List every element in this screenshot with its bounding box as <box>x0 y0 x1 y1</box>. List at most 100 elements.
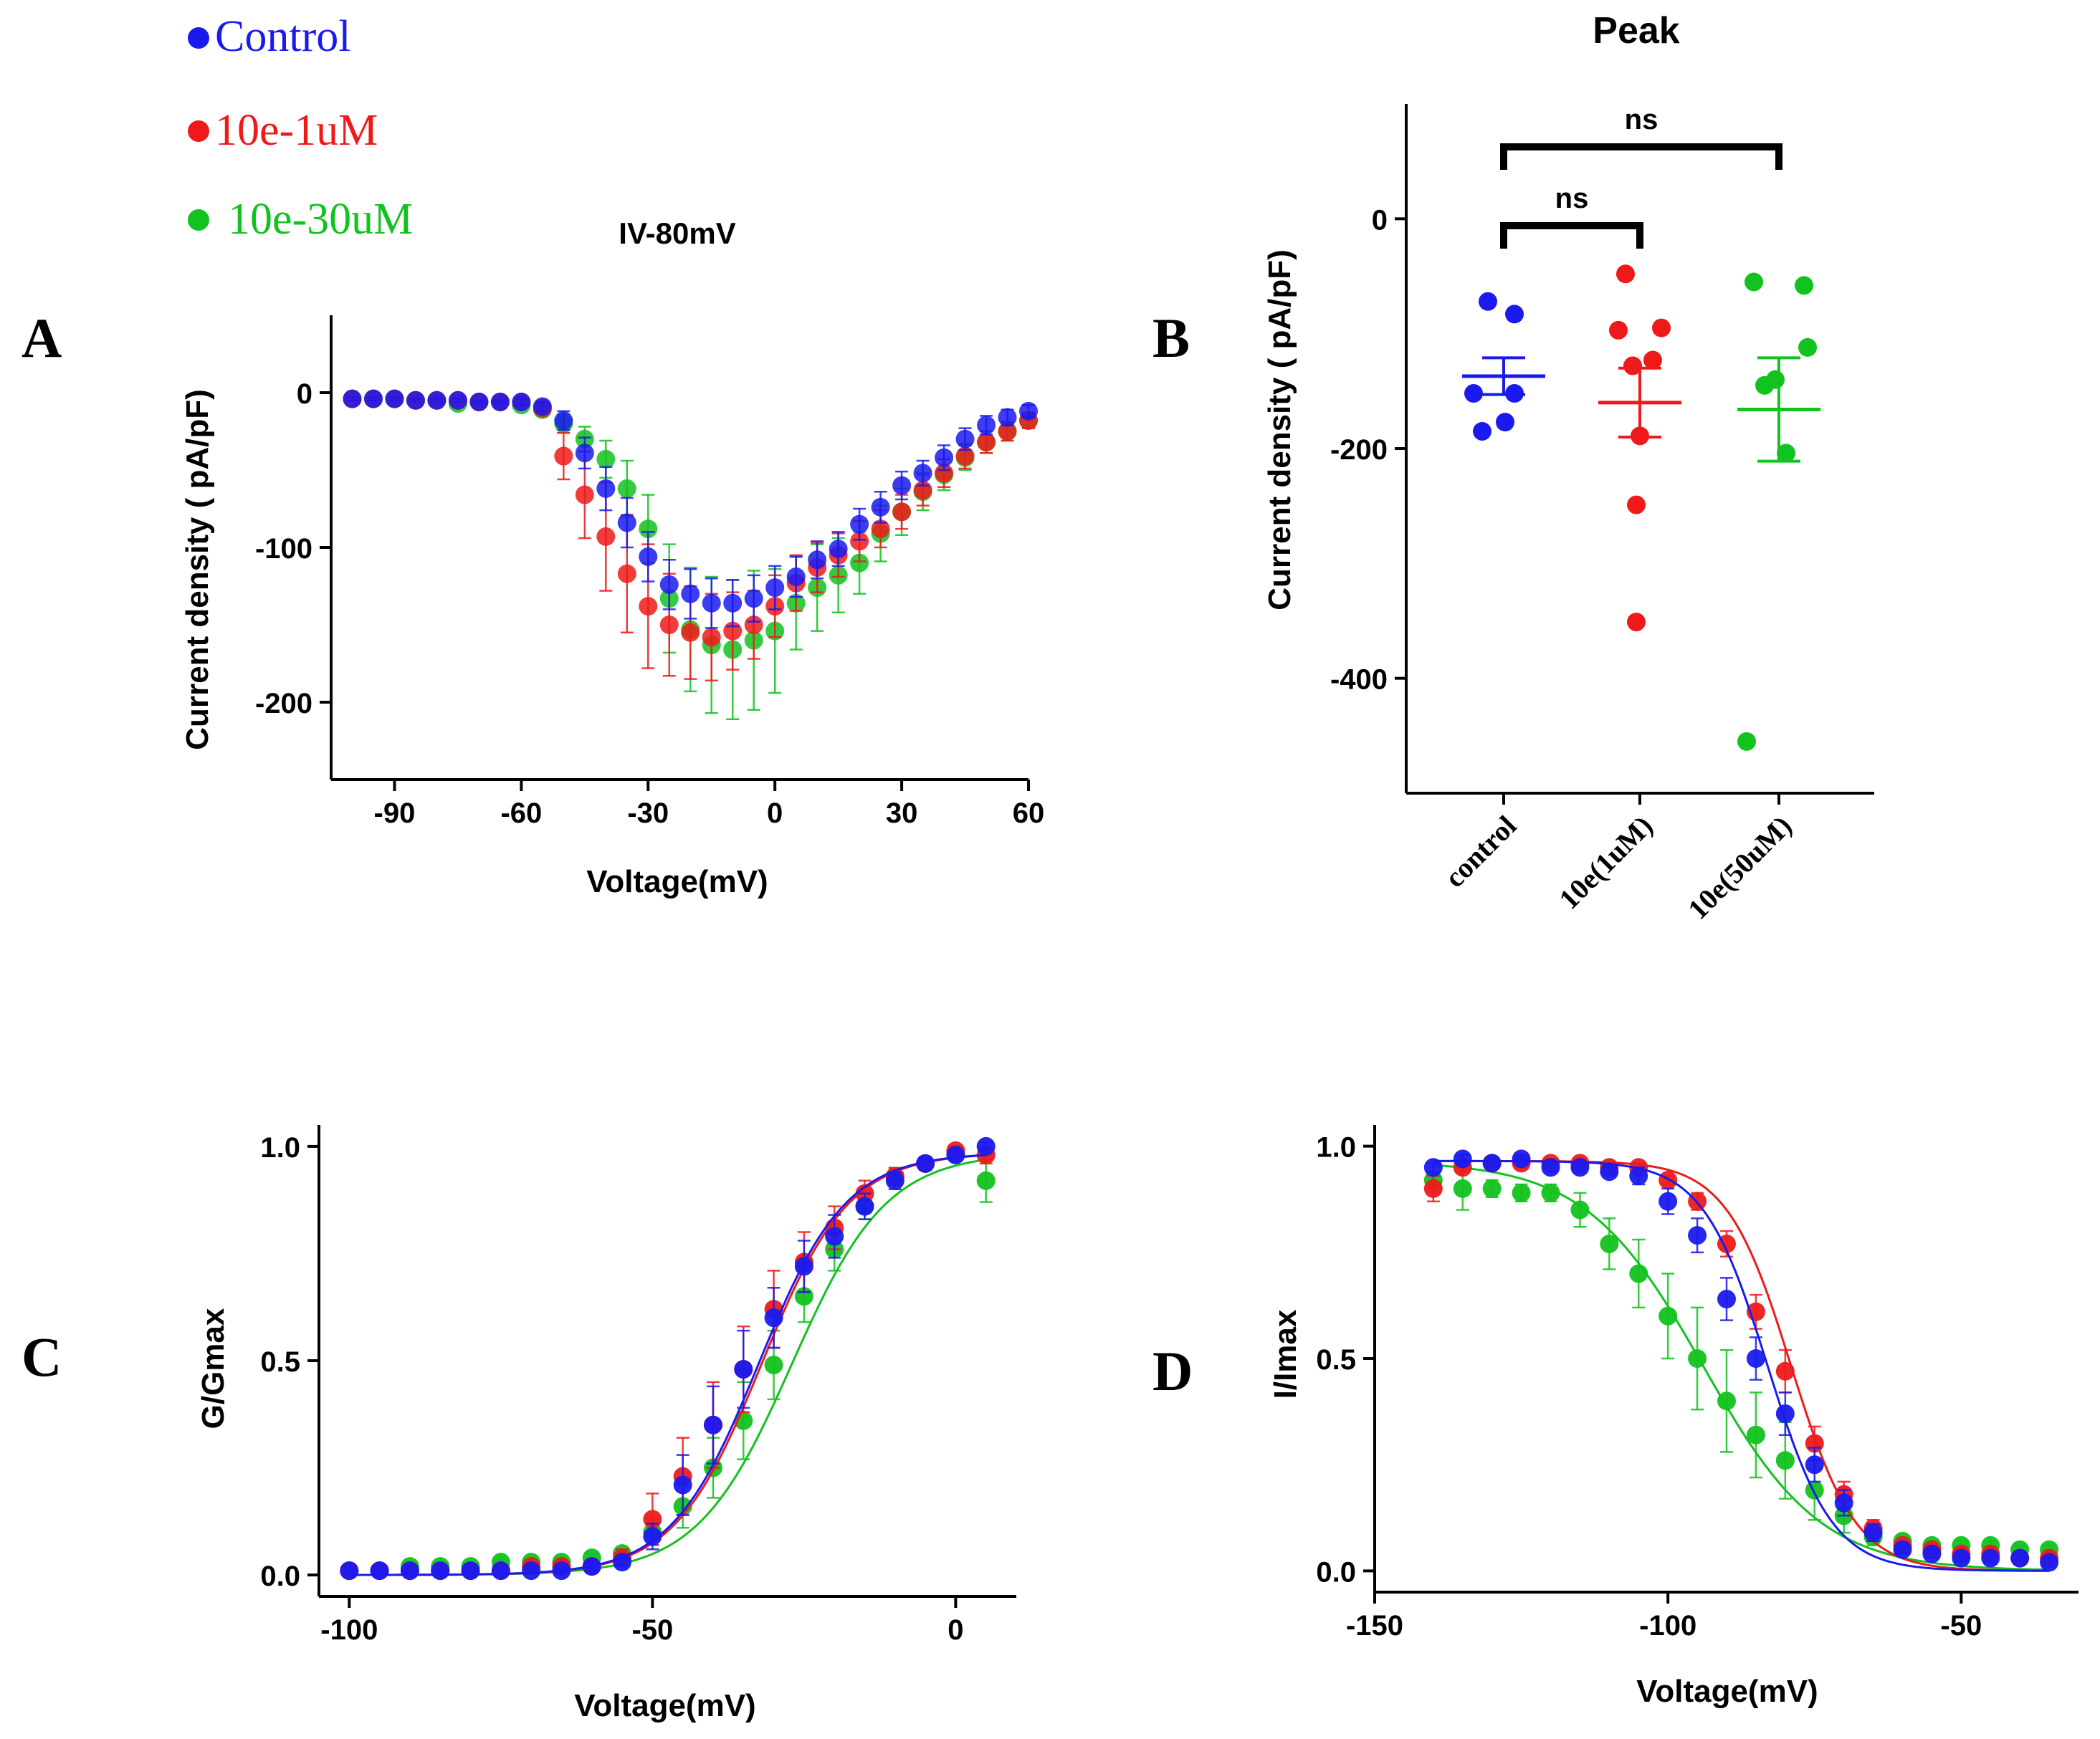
data-point <box>871 519 890 539</box>
bracket-label: ns <box>1555 183 1589 214</box>
data-point <box>998 422 1017 441</box>
y-tick-label: 0.0 <box>1316 1556 1356 1588</box>
data-point <box>1464 384 1483 403</box>
data-point <box>1746 1349 1765 1368</box>
x-category-label: 10e(1uM) <box>1552 810 1658 916</box>
data-point <box>681 584 700 603</box>
group-10e(50uM) <box>1737 272 1820 751</box>
data-point <box>935 464 954 483</box>
data-point <box>1755 375 1774 395</box>
data-point <box>2040 1553 2059 1572</box>
data-point <box>1629 1166 1648 1186</box>
data-point <box>461 1561 480 1581</box>
legend-item-control: Control <box>188 12 350 61</box>
data-point <box>850 553 869 573</box>
data-point <box>1423 1179 1443 1198</box>
y-tick-label: 0.0 <box>260 1561 300 1592</box>
data-point <box>1777 444 1795 463</box>
data-point <box>343 389 362 408</box>
bracket-line <box>1500 143 1782 170</box>
data-point <box>596 527 616 546</box>
y-tick-label: 0 <box>297 378 312 410</box>
data-point <box>617 564 636 583</box>
x-tick-label: 0 <box>948 1614 963 1646</box>
panel-b-title: Peak <box>1593 10 1680 52</box>
panel-d-data <box>1423 1149 2059 1572</box>
data-point <box>977 416 996 435</box>
y-tick-label: -200 <box>255 688 312 719</box>
panel-a: IV-80mV 0 -100 -200 -90 -60 -30 0 30 60 Voltage(… <box>180 216 1044 899</box>
data-point <box>1019 401 1038 421</box>
data-point <box>946 1145 965 1164</box>
x-category-label: control <box>1438 810 1523 894</box>
data-point <box>1643 350 1662 370</box>
data-point <box>613 1553 632 1572</box>
data-point <box>575 444 594 463</box>
data-point <box>552 1561 571 1581</box>
data-point <box>448 391 467 410</box>
x-category-label: 10e(50uM) <box>1681 810 1798 926</box>
fit-curve <box>1433 1159 2050 1572</box>
data-point <box>659 575 679 594</box>
significance-bracket: ns <box>1500 183 1643 249</box>
group-10e(1uM) <box>1598 264 1681 632</box>
data-point <box>1775 1361 1795 1381</box>
data-point <box>1834 1493 1853 1513</box>
data-point <box>1473 421 1492 441</box>
panel-c-ylabel: G/Gmax <box>196 1308 231 1429</box>
x-tick-label: -50 <box>631 1614 673 1646</box>
panel-d-axes: 0.0 0.5 1.0 -150 -100 -50 <box>1316 1125 2078 1642</box>
data-point <box>643 1527 662 1546</box>
legend: Control 10e-1uM 10e-30uM <box>188 12 413 244</box>
data-point <box>1482 1179 1502 1198</box>
data-point <box>1922 1544 1942 1563</box>
data-point <box>1981 1548 2000 1568</box>
data-point <box>1717 1290 1736 1309</box>
panel-letter-b: B <box>1152 307 1190 369</box>
panel-a-axes: 0 -100 -200 -90 -60 -30 0 30 60 <box>255 315 1044 829</box>
panel-c-axes: 0.0 0.5 1.0 -100 -50 0 <box>260 1125 1016 1646</box>
panel-c: 0.0 0.5 1.0 -100 -50 0 Voltage(mV) G/Gmax <box>196 1125 1016 1723</box>
data-point <box>469 392 489 411</box>
data-point <box>794 1257 813 1276</box>
data-point <box>431 1561 450 1581</box>
data-point <box>829 540 848 559</box>
data-point <box>723 593 743 613</box>
data-point <box>1952 1548 1971 1568</box>
panel-a-ylabel: Current density ( pA/pF) <box>180 389 215 750</box>
data-point <box>673 1475 692 1495</box>
data-point <box>892 476 912 495</box>
data-point <box>575 485 594 504</box>
fit-curve <box>349 1154 986 1576</box>
data-point <box>427 391 447 410</box>
data-point <box>1616 264 1635 284</box>
data-point <box>916 1154 935 1173</box>
data-point <box>491 1561 510 1581</box>
series-10e-30uM <box>1423 1164 2059 1571</box>
data-point <box>639 597 658 616</box>
data-point <box>596 449 616 469</box>
data-point <box>1570 1200 1590 1220</box>
data-point <box>744 615 763 634</box>
legend-item-1um: 10e-1uM <box>188 106 378 155</box>
data-point <box>1805 1480 1824 1500</box>
data-point <box>1798 337 1817 357</box>
panel-letter-c: C <box>22 1326 62 1388</box>
data-point <box>1423 1158 1443 1177</box>
y-tick-label: -200 <box>1330 434 1388 466</box>
data-point <box>1479 292 1497 311</box>
data-point <box>786 567 806 587</box>
data-point <box>1737 732 1756 751</box>
data-point <box>406 391 425 410</box>
bracket-label: ns <box>1625 104 1658 135</box>
series-Control <box>343 389 1038 629</box>
data-point <box>1717 1391 1736 1411</box>
y-tick-label: 0.5 <box>260 1346 300 1378</box>
data-point <box>764 1308 783 1328</box>
data-point <box>1505 305 1524 324</box>
data-point <box>855 1197 874 1216</box>
data-point <box>977 433 996 452</box>
data-point <box>1609 320 1628 340</box>
panel-d-xlabel: Voltage(mV) <box>1636 1674 1818 1709</box>
data-point <box>734 1359 753 1379</box>
